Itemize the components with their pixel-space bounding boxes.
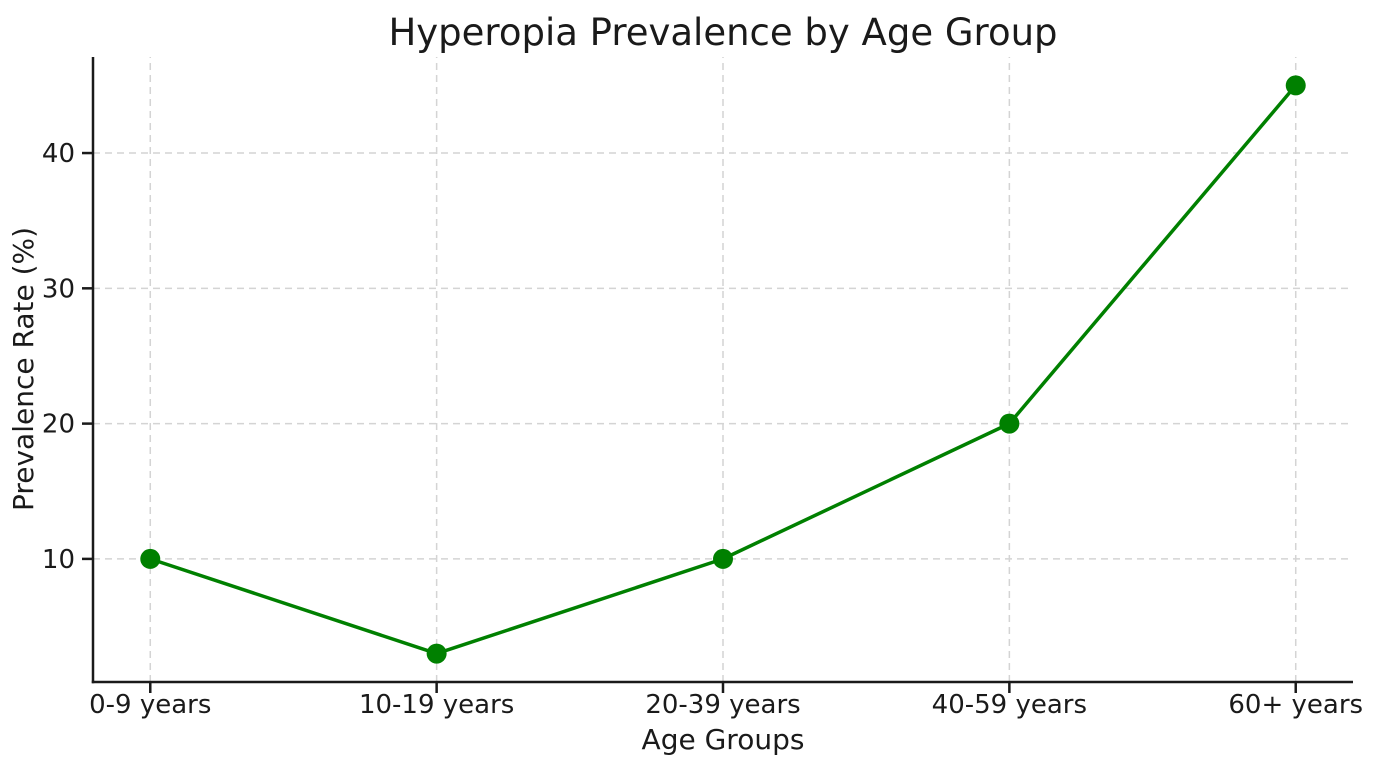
data-point-marker <box>1285 75 1306 96</box>
data-point-marker <box>426 643 447 664</box>
x-tick-label: 60+ years <box>1228 690 1363 720</box>
data-point-marker <box>140 548 161 569</box>
data-point-marker <box>999 413 1020 434</box>
tick-marks-and-labels: 0-9 years 10-19 years 20-39 years 40-59 yea… <box>42 139 1363 720</box>
y-tick-label: 10 <box>42 545 75 575</box>
y-axis-label: Prevalence Rate (%) <box>7 227 40 511</box>
chart-title: Hyperopia Prevalence by Age Group <box>388 11 1057 54</box>
y-tick-label: 20 <box>42 410 75 440</box>
y-tick-label: 30 <box>42 274 75 304</box>
x-tick-label: 10-19 years <box>359 690 514 720</box>
x-tick-label: 20-39 years <box>645 690 800 720</box>
data-series <box>140 75 1306 664</box>
y-tick-label: 40 <box>42 139 75 169</box>
x-tick-label: 0-9 years <box>89 690 211 720</box>
data-point-marker <box>713 548 733 569</box>
x-axis-label: Age Groups <box>642 723 805 756</box>
gridlines <box>93 57 1353 682</box>
x-tick-label: 40-59 years <box>932 690 1087 720</box>
